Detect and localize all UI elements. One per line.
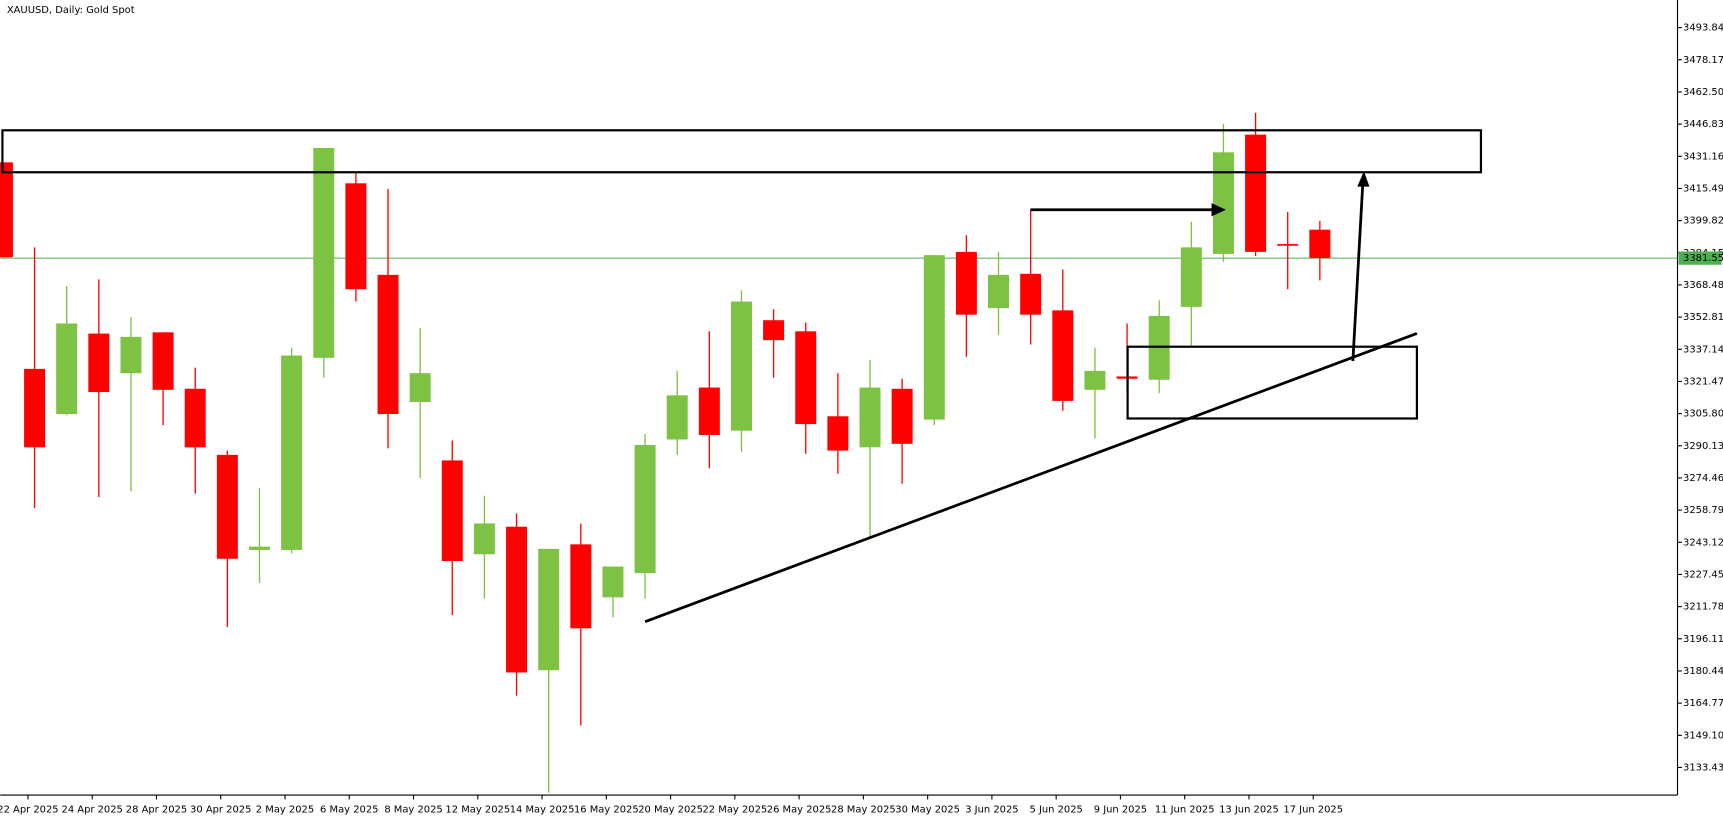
candle-body	[1245, 134, 1267, 252]
candle-body	[1309, 229, 1331, 259]
candle-body	[473, 523, 495, 555]
y-tick-label: 3274.46	[1683, 473, 1723, 484]
y-tick-label: 3227.45	[1683, 569, 1723, 580]
candle-body	[1277, 244, 1299, 246]
candle-body	[730, 301, 752, 431]
y-tick-label: 3478.17	[1683, 55, 1723, 66]
arrow-head	[1211, 203, 1226, 217]
candle-body	[377, 274, 399, 415]
x-tick-label: 24 Apr 2025	[62, 804, 123, 815]
y-tick-label: 3305.80	[1683, 409, 1723, 420]
y-tick-label: 3196.11	[1683, 634, 1723, 645]
candle-body	[409, 373, 431, 402]
candle-body	[152, 332, 174, 390]
x-tick-label: 26 May 2025	[767, 804, 832, 815]
arrow-head	[1357, 171, 1370, 187]
y-tick-label: 3321.47	[1683, 376, 1723, 387]
candle-body	[506, 526, 528, 673]
marks-layer	[0, 112, 1331, 793]
candle-body	[56, 323, 78, 415]
candle-body	[891, 388, 913, 444]
x-tick-label: 28 Apr 2025	[126, 804, 187, 815]
candle-body	[1148, 315, 1170, 380]
x-tick-label: 2 May 2025	[256, 804, 314, 815]
y-tick-label: 3180.44	[1683, 666, 1723, 677]
x-tick-label: 30 Apr 2025	[190, 804, 251, 815]
x-tick-label: 3 Jun 2025	[965, 804, 1018, 815]
axis-layer: 3493.84 3478.17 3462.50 3446.83 3431.16 3415.…	[0, 23, 1723, 816]
arrow-up	[1351, 183, 1365, 362]
x-tick-label: 11 Jun 2025	[1155, 804, 1215, 815]
x-tick-label: 17 Jun 2025	[1283, 804, 1343, 815]
candle-body	[345, 183, 367, 290]
y-tick-label: 3164.77	[1683, 698, 1723, 709]
y-tick-label: 3431.16	[1683, 151, 1723, 162]
candle-body	[634, 445, 656, 574]
x-tick-label: 20 May 2025	[638, 804, 703, 815]
candle-body	[763, 320, 785, 341]
y-tick-label: 3133.43	[1683, 762, 1723, 773]
y-tick-label: 3290.13	[1683, 441, 1723, 452]
candle-body	[1052, 310, 1074, 401]
candle-body	[1084, 370, 1106, 390]
candle-body	[859, 387, 881, 448]
y-tick-label: 3493.84	[1683, 23, 1723, 34]
candle-body	[249, 546, 270, 550]
annotations	[1, 129, 1483, 623]
candle-body	[281, 355, 303, 550]
candle-body	[795, 331, 817, 425]
last-price-box	[1678, 251, 1722, 265]
candle-body	[827, 416, 849, 451]
candle-body	[313, 148, 335, 358]
y-tick-label: 3352.81	[1683, 312, 1723, 323]
candle-body	[698, 387, 720, 435]
candle-body	[538, 548, 560, 671]
y-tick-label: 3243.12	[1683, 537, 1723, 548]
x-tick-label: 30 May 2025	[895, 804, 960, 815]
candle-body	[216, 454, 238, 559]
candle-body	[120, 336, 142, 374]
x-tick-label: 13 Jun 2025	[1219, 804, 1279, 815]
candle-body	[570, 544, 592, 629]
y-tick-label: 3415.49	[1683, 183, 1723, 194]
x-tick-label: 6 May 2025	[320, 804, 378, 815]
support-zone	[1126, 345, 1419, 420]
y-tick-label: 3149.10	[1683, 730, 1723, 741]
x-tick-label: 12 May 2025	[445, 804, 510, 815]
candle-body	[955, 251, 977, 315]
y-tick-label: 3258.79	[1683, 505, 1723, 516]
y-tick-label: 3399.82	[1683, 216, 1723, 227]
x-tick-label: 9 Jun 2025	[1094, 804, 1147, 815]
candle-body	[1212, 152, 1234, 254]
candle-body	[441, 460, 463, 562]
y-tick-label: 3462.50	[1683, 87, 1723, 98]
x-tick-label: 16 May 2025	[574, 804, 639, 815]
candle-body	[602, 566, 624, 598]
candle-body	[24, 368, 46, 448]
resistance-zone	[1, 129, 1483, 174]
y-tick-label: 3337.14	[1683, 344, 1723, 355]
candle-body	[184, 388, 206, 448]
x-tick-label: 5 Jun 2025	[1029, 804, 1082, 815]
x-tick-label: 28 May 2025	[831, 804, 896, 815]
candle-body	[1180, 247, 1202, 307]
candle-body	[923, 255, 945, 420]
x-tick-label: 22 Apr 2025	[0, 804, 59, 815]
x-tick-label: 22 May 2025	[702, 804, 767, 815]
candle-body	[1020, 273, 1042, 315]
candle-body	[88, 333, 110, 393]
last-price-label: 3381.55	[1683, 253, 1723, 264]
candle-body	[666, 395, 688, 440]
x-tick-label: 14 May 2025	[510, 804, 575, 815]
x-tick-label: 8 May 2025	[384, 804, 442, 815]
candle-body	[988, 274, 1010, 309]
trend-line	[644, 332, 1418, 623]
y-tick-label: 3446.83	[1683, 119, 1723, 130]
y-tick-label: 3211.78	[1683, 602, 1723, 613]
candle-body	[0, 162, 13, 258]
y-tick-label: 3368.48	[1683, 280, 1723, 291]
chart-title: XAUUSD, Daily: Gold Spot	[7, 5, 135, 16]
